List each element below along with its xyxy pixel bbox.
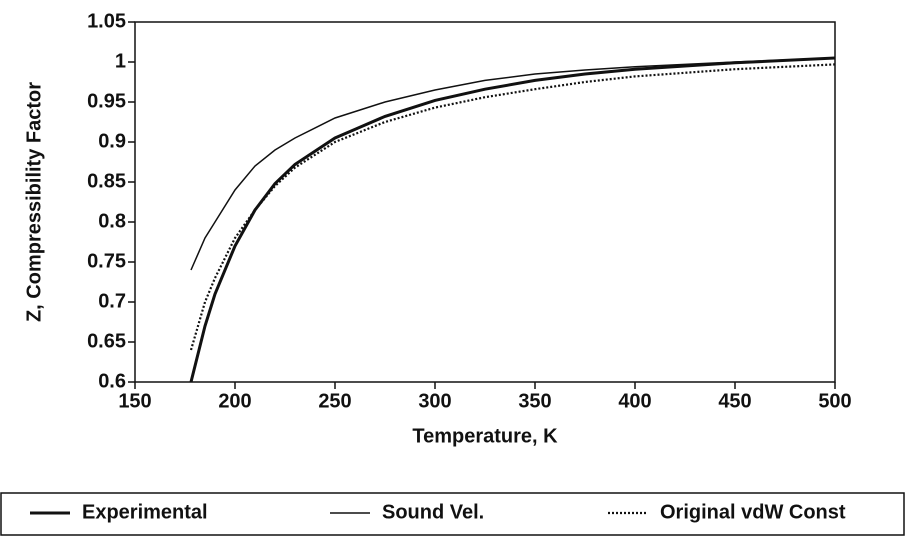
legend-label: Experimental — [82, 501, 208, 523]
x-tick-label: 500 — [818, 390, 851, 412]
x-tick-label: 450 — [718, 390, 751, 412]
y-tick-label: 1.05 — [87, 10, 126, 32]
y-tick-label: 0.75 — [87, 250, 126, 272]
series-line — [189, 63, 836, 351]
y-tick-label: 0.85 — [87, 170, 126, 192]
series-line — [190, 57, 836, 271]
y-tick-label: 1 — [115, 50, 126, 72]
y-tick-label: 0.95 — [87, 90, 126, 112]
x-tick-label: 400 — [618, 390, 651, 412]
y-axis-label: Z, Compressibility Factor — [23, 82, 45, 322]
series-line — [189, 56, 836, 383]
y-tick-label: 0.65 — [87, 330, 126, 352]
y-tick-label: 0.7 — [98, 290, 126, 312]
y-tick-label: 0.9 — [98, 130, 126, 152]
y-tick-label: 0.8 — [98, 210, 126, 232]
legend-label: Sound Vel. — [382, 501, 484, 523]
x-tick-label: 150 — [118, 390, 151, 412]
x-tick-label: 300 — [418, 390, 451, 412]
x-axis-label: Temperature, K — [412, 425, 558, 447]
x-tick-label: 250 — [318, 390, 351, 412]
plot-frame — [134, 21, 836, 383]
x-tick-label: 200 — [218, 390, 251, 412]
y-tick-label: 0.6 — [98, 370, 126, 392]
x-tick-label: 350 — [518, 390, 551, 412]
legend-box — [0, 492, 905, 536]
legend-label: Original vdW Const — [660, 501, 846, 523]
